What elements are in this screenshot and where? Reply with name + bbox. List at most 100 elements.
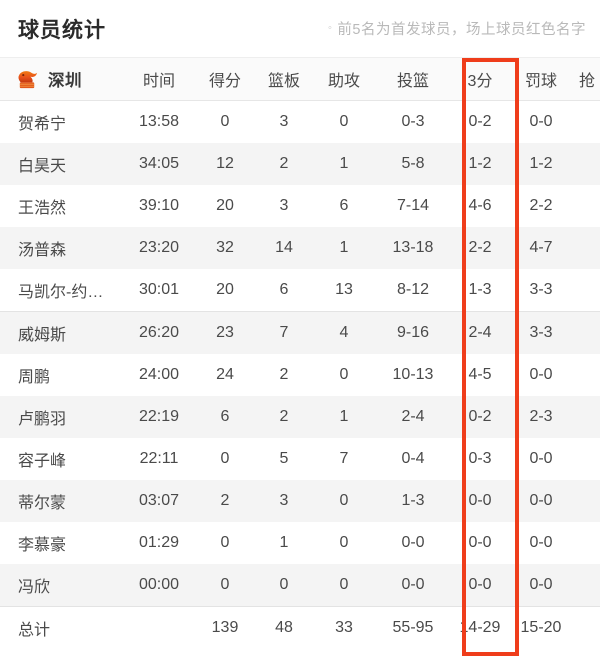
cell-assists: 1 [339,408,349,425]
cell-fieldgoals: 2-4 [401,408,425,425]
player-name[interactable]: 卢鹏羽 [18,411,67,428]
column-header-steals[interactable]: 抢 [574,57,600,101]
player-name[interactable]: 汤普森 [18,242,67,259]
cell-fieldgoals: 5-8 [401,155,425,172]
cell-assists: 0 [339,366,349,383]
player-name[interactable]: 周鹏 [18,369,51,386]
cell-time: 26:20 [138,324,180,341]
column-header-rebounds[interactable]: 篮板 [254,57,314,101]
cell-freethrow: 1-2 [529,155,553,172]
cell-freethrow: 0-0 [529,534,553,551]
cell-points: 6 [220,408,230,425]
player-name[interactable]: 蒂尔蒙 [18,495,67,512]
cell-assists: 13 [314,269,374,312]
cell-steals [574,227,600,269]
totals-assists: 33 [314,606,374,649]
cell-threepoint: 4-5 [468,366,492,383]
cell-time: 22:11 [139,450,179,467]
totals-time [122,606,196,649]
cell-threepoint: 1-3 [452,269,508,312]
cell-threepoint: 0-0 [468,534,492,551]
cell-steals [574,480,600,522]
cell-threepoint: 2-4 [468,324,492,341]
cell-assists: 7 [339,450,349,467]
cell-fieldgoals: 0-4 [401,450,425,467]
cell-time: 03:07 [138,492,180,509]
totals-rebounds: 48 [254,606,314,649]
cell-rebounds: 3 [279,197,289,214]
cell-time: 30:01 [122,269,196,312]
column-header-freethrow[interactable]: 罚球 [508,57,574,101]
cell-rebounds: 14 [275,239,293,256]
cell-fieldgoals: 13-18 [392,239,434,256]
column-header-fieldgoals[interactable]: 投篮 [374,57,452,101]
cell-assists: 6 [339,197,349,214]
player-name[interactable]: 李慕豪 [18,537,67,554]
totals-fieldgoals: 55-95 [374,606,452,649]
table-row: 卢鹏羽 22:19 6 2 1 2-4 0-2 2-3 [0,396,600,438]
cell-points: 32 [216,239,234,256]
table-row: 汤普森 23:20 32 14 1 13-18 2-2 4-7 [0,227,600,269]
cell-time: 22:19 [138,408,180,425]
cell-fieldgoals: 0-0 [401,534,425,551]
player-name[interactable]: 威姆斯 [18,327,67,344]
column-header-threepoint[interactable]: 3分 [452,57,508,101]
cell-threepoint: 0-0 [468,576,492,593]
table-body: 贺希宁 13:58 0 3 0 0-3 0-2 0-0 白昊天 34:05 12 2 1 5-8 1-2 1-… [0,100,600,649]
player-name[interactable]: 王浩然 [18,200,67,217]
table-row: 威姆斯 26:20 23 7 4 9-16 2-4 3-3 [0,311,600,354]
cell-fieldgoals: 8-12 [374,269,452,312]
player-name[interactable]: 马凯尔-约… [0,269,122,312]
player-name[interactable]: 贺希宁 [18,116,67,133]
cell-fieldgoals: 0-3 [401,113,425,130]
cell-freethrow: 0-0 [529,576,553,593]
column-header-team[interactable]: 深圳 [0,57,122,101]
team-emblem-icon [16,68,39,91]
cell-points: 23 [216,324,234,341]
cell-fieldgoals: 9-16 [396,324,430,341]
cell-assists: 1 [339,155,349,172]
cell-freethrow: 0-0 [529,113,553,130]
cell-assists: 4 [339,324,349,341]
cell-rebounds: 0 [279,576,289,593]
cell-assists: 0 [339,576,349,593]
cell-freethrow: 0-0 [529,366,553,383]
cell-threepoint: 0-2 [468,113,492,130]
totals-label: 总计 [0,606,122,649]
cell-steals [574,396,600,438]
column-header-time[interactable]: 时间 [122,57,196,101]
cell-fieldgoals: 10-13 [392,366,434,383]
table-row: 贺希宁 13:58 0 3 0 0-3 0-2 0-0 [0,100,600,143]
cell-steals [574,438,600,480]
cell-rebounds: 7 [279,324,289,341]
column-header-assists[interactable]: 助攻 [314,57,374,101]
cell-steals [574,185,600,227]
player-name[interactable]: 白昊天 [18,158,67,175]
table-row: 周鹏 24:00 24 2 0 10-13 4-5 0-0 [0,354,600,396]
cell-points: 12 [216,155,234,172]
cell-time: 34:05 [138,155,180,172]
cell-time: 23:20 [138,239,180,256]
cell-threepoint: 0-0 [468,492,492,509]
cell-rebounds: 1 [279,534,289,551]
cell-freethrow: 3-3 [529,324,553,341]
player-name[interactable]: 冯欣 [18,579,51,596]
cell-rebounds: 3 [279,113,289,130]
player-name[interactable]: 容子峰 [18,453,67,470]
cell-points: 0 [220,450,230,467]
totals-freethrow: 15-20 [508,606,574,649]
cell-time: 13:58 [138,113,180,130]
cell-fieldgoals: 1-3 [401,492,425,509]
cell-rebounds: 2 [279,155,289,172]
cell-rebounds: 3 [279,492,289,509]
table-row: 王浩然 39:10 20 3 6 7-14 4-6 2-2 [0,185,600,227]
column-header-points[interactable]: 得分 [196,57,254,101]
totals-steals [574,606,600,649]
cell-points: 24 [216,366,234,383]
cell-fieldgoals: 0-0 [401,576,425,593]
totals-threepoint: 14-29 [452,606,508,649]
cell-threepoint: 4-6 [468,197,492,214]
cell-points: 0 [220,576,230,593]
cell-assists: 1 [339,239,349,256]
totals-row: 总计 139 48 33 55-95 14-29 15-20 [0,606,600,649]
